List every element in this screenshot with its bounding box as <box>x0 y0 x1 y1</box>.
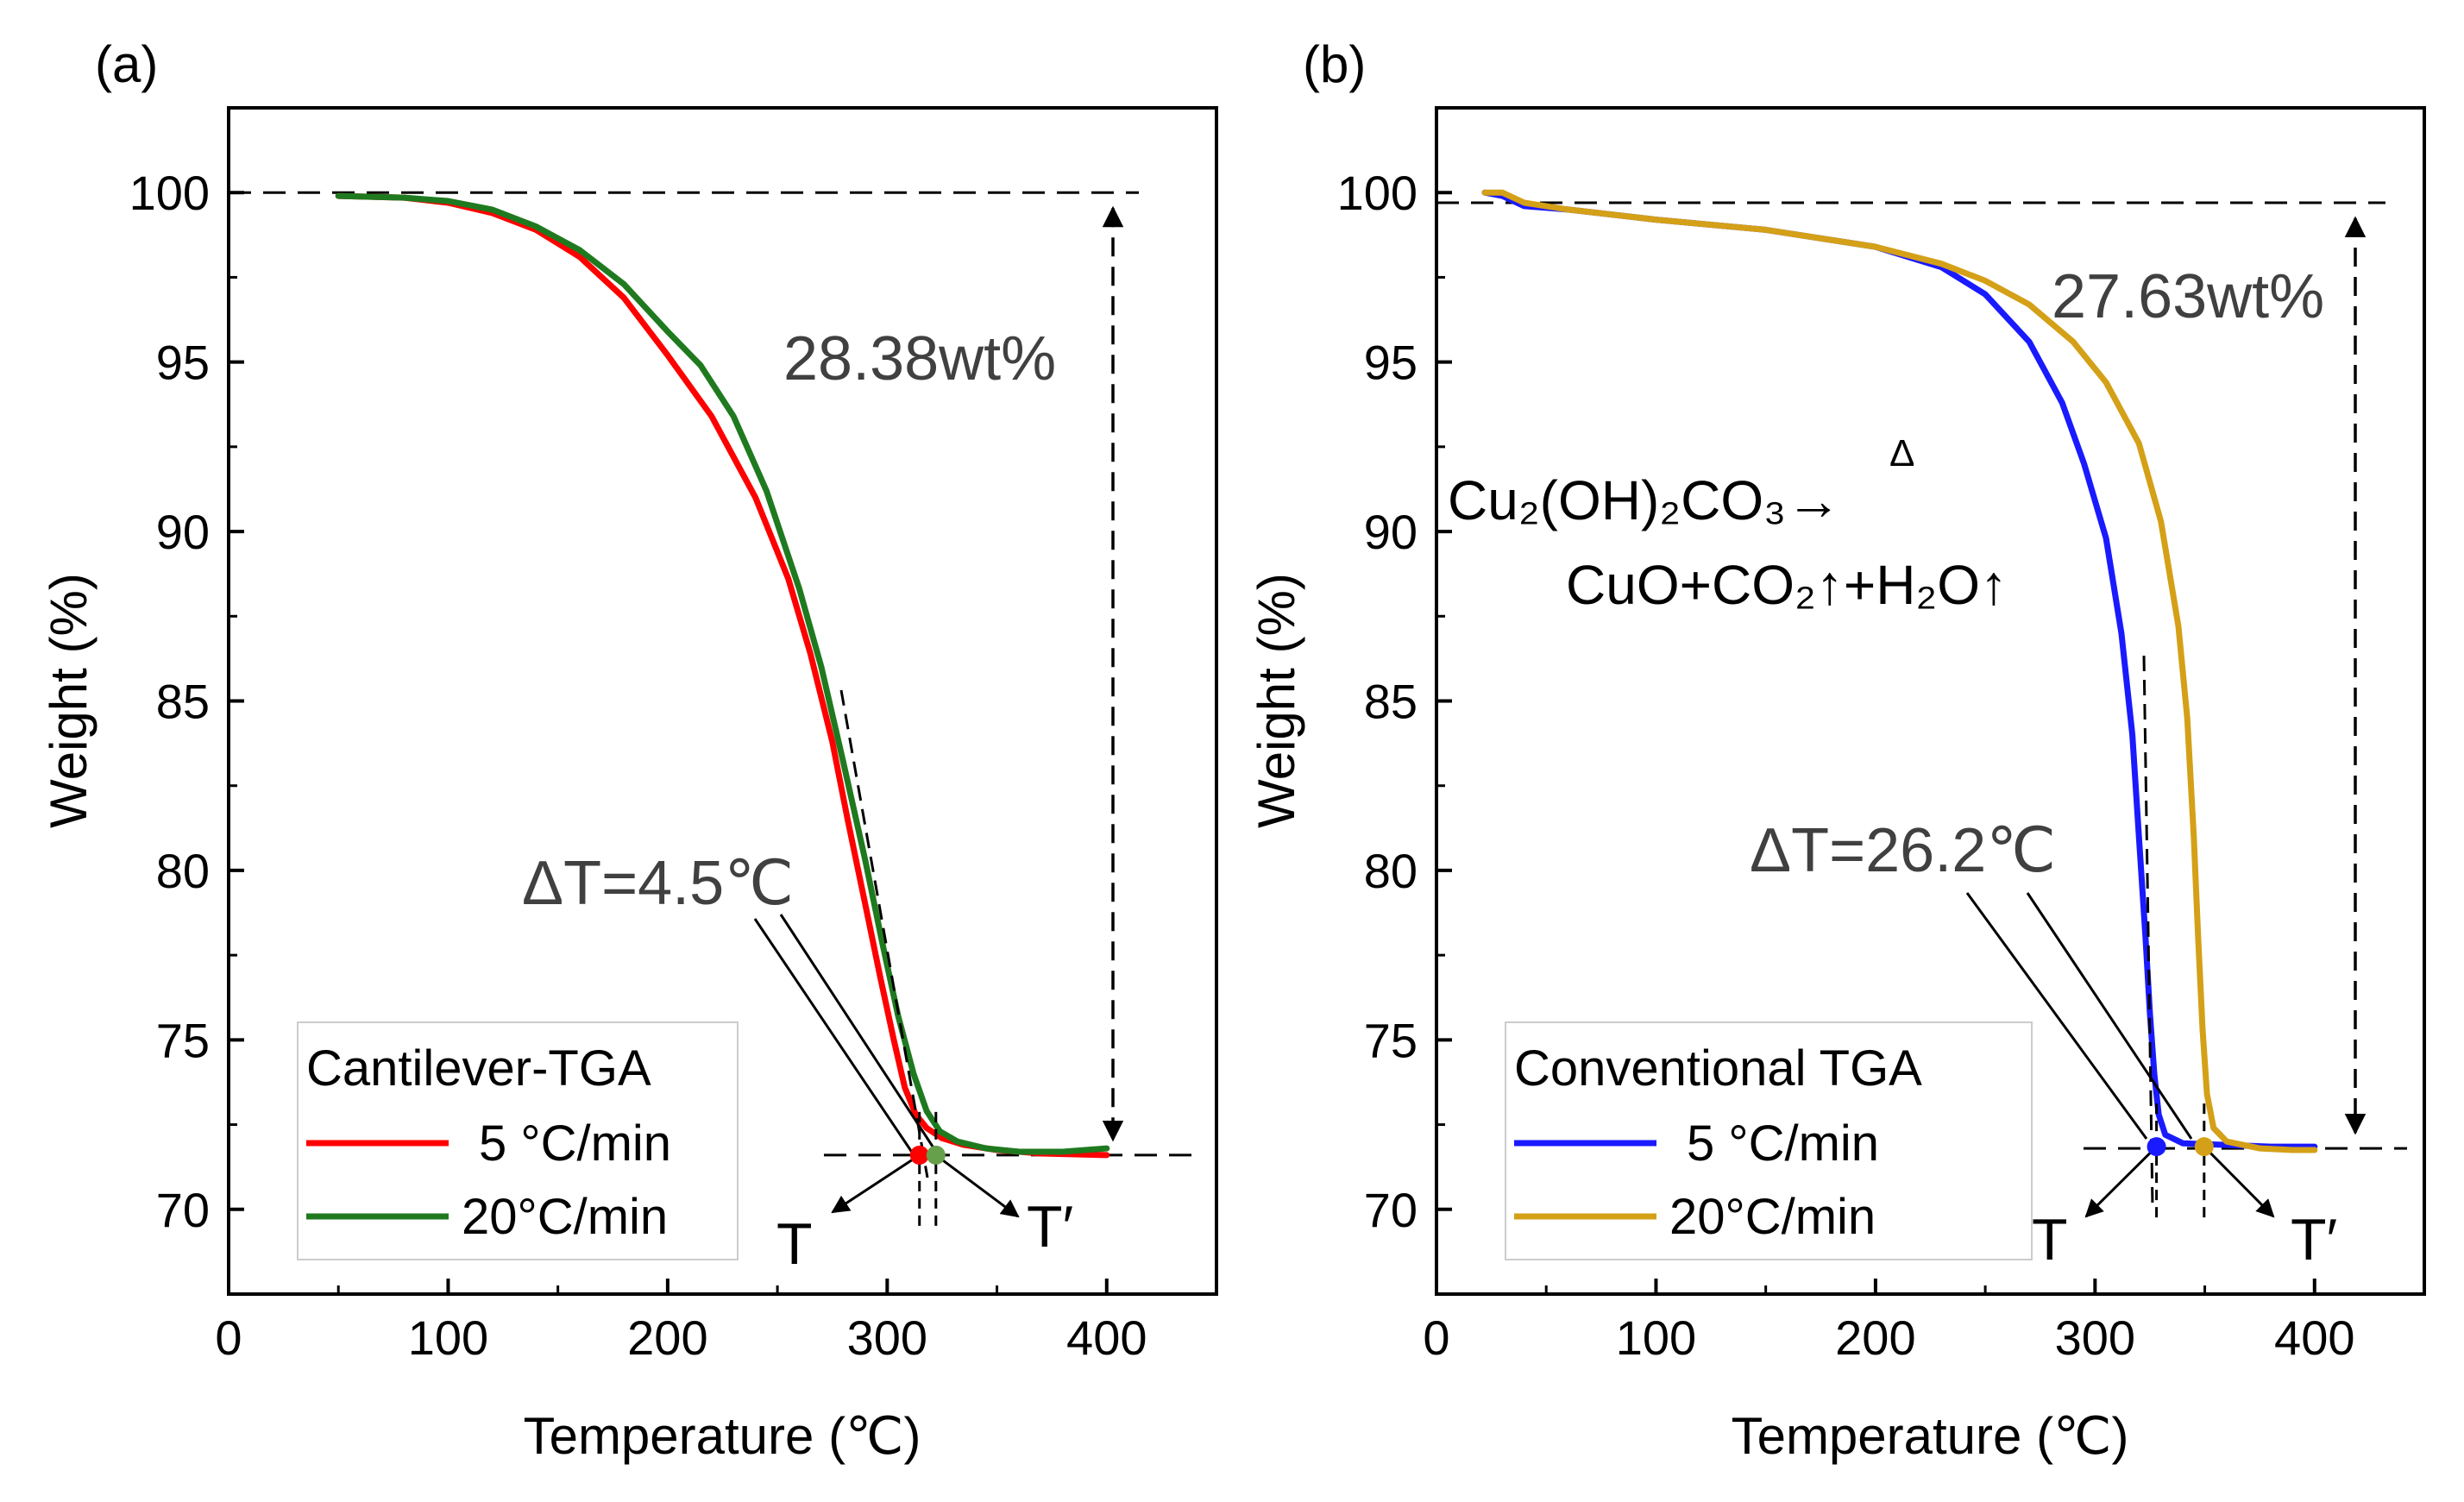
panel-a-y-axis-title: Weight (%) <box>40 573 97 828</box>
panel-a-label: (a) <box>95 35 158 93</box>
panel-a-y-tick-label: 90 <box>156 505 210 559</box>
panel-b-mass-loss-label: 27.63wt% <box>2052 262 2324 331</box>
panel-b-onset-pointer-arrow-0 <box>2084 1146 2158 1218</box>
panel-b-onset-point-0 <box>2147 1137 2166 1157</box>
panel-a-delta-t-leader-0 <box>753 918 916 1157</box>
panel-a-onset-pointer-arrow-1 <box>934 1153 1020 1218</box>
panel-b-label: (b) <box>1303 35 1366 93</box>
panel-a-y-tick-label: 100 <box>129 166 210 220</box>
panel-b-y-tick-label: 75 <box>1364 1013 1417 1067</box>
panel-a-chart: (a) 0 100 200 300 400 70 75 80 85 90 95 100 Tempera… <box>40 35 1218 1465</box>
panel-b-tangent-line <box>2142 655 2154 1209</box>
panel-b-t-label: T <box>2032 1207 2068 1273</box>
panel-a-onset-pointer-arrow-0 <box>831 1153 921 1214</box>
panel-a-y-tick-label: 70 <box>156 1183 210 1237</box>
panel-b-legend: Conventional TGA 5 °C/min 20°C/min <box>1505 1021 2033 1260</box>
panel-b-x-tick-label: 100 <box>1616 1310 1696 1365</box>
panel-a-x-tick-label: 400 <box>1066 1310 1147 1365</box>
panel-b-y-tick-label: 95 <box>1364 336 1417 390</box>
panel-b-legend-label-5: 5 °C/min <box>1687 1116 1879 1172</box>
panel-a-y-tick-label: 75 <box>156 1013 210 1067</box>
panel-a-onset-point-1 <box>926 1145 946 1165</box>
panel-a-onset-point-0 <box>909 1145 929 1165</box>
panel-b-frame <box>1435 106 2426 1296</box>
panel-a-plot-area: 0 100 200 300 400 70 75 80 85 90 95 100 <box>129 166 1195 1365</box>
panel-b-x-tick-label: 300 <box>2055 1310 2135 1365</box>
panel-b-y-axis-title: Weight (%) <box>1248 573 1305 828</box>
panel-a-y-tick-label: 80 <box>156 844 210 898</box>
panel-b-y-tick-label: 85 <box>1364 675 1417 729</box>
panel-b-reaction-line2: CuO+CO₂↑+H₂O↑ <box>1566 554 2008 616</box>
panel-a-tangent-line <box>839 689 929 1178</box>
panel-a-legend: Cantilever-TGA 5 °C/min 20°C/min <box>297 1021 739 1260</box>
panel-b-reaction-line1: Cu₂(OH)₂CO₃→ <box>1448 469 1841 531</box>
panel-b-plot-area: 0 100 200 300 400 70 75 80 85 90 95 100 <box>1337 166 2407 1365</box>
panel-a-x-tick-label: 300 <box>847 1310 927 1365</box>
panel-a-y-tick-label: 85 <box>156 675 210 729</box>
panel-b-y-tick-label: 100 <box>1337 166 1417 220</box>
panel-b-x-axis-title: Temperature (℃) <box>1732 1407 2129 1465</box>
panel-b-y-tick-label: 90 <box>1364 505 1417 559</box>
panel-a-delta-t-leader-1 <box>779 914 938 1153</box>
panel-a-legend-title: Cantilever-TGA <box>306 1040 651 1097</box>
panel-b-y-tick-label: 70 <box>1364 1183 1417 1237</box>
panel-a-y-tick-label: 95 <box>156 336 210 390</box>
panel-b-y-tick-label: 80 <box>1364 844 1417 898</box>
panel-a-legend-label-20: 20°C/min <box>462 1189 668 1245</box>
panel-b-t-prime-label: T′ <box>2291 1207 2337 1273</box>
panel-a-x-tick-label: 0 <box>215 1310 242 1365</box>
panel-a-x-tick-label: 200 <box>627 1310 707 1365</box>
panel-b-delta-t-leader-0 <box>1965 892 2148 1140</box>
panel-b-legend-label-20: 20°C/min <box>1669 1189 1876 1245</box>
panel-b-x-tick-label: 200 <box>1835 1310 1915 1365</box>
panel-a-frame <box>227 106 1218 1296</box>
panel-a-legend-label-5: 5 °C/min <box>479 1116 671 1172</box>
panel-b-legend-title: Conventional TGA <box>1514 1040 1922 1097</box>
panel-a-series-1-line <box>335 192 1110 1155</box>
panel-b-delta-t-label: ΔT=26.2℃ <box>1750 816 2056 885</box>
panel-a-x-axis-title: Temperature (℃) <box>524 1407 921 1465</box>
panel-a-t-label: T <box>776 1211 813 1277</box>
panel-b-x-tick-label: 0 <box>1423 1310 1449 1365</box>
panel-a-mass-loss-label: 28.38wt% <box>783 324 1056 393</box>
panel-b-reaction-heat-symbol: Δ <box>1889 432 1914 474</box>
panel-b-delta-t-leader-1 <box>2026 892 2193 1140</box>
panel-a-x-tick-label: 100 <box>408 1310 488 1365</box>
panel-b-chart: (b) 0 100 200 300 400 70 75 80 85 90 95 100 Tempera… <box>1248 35 2426 1465</box>
panel-a-delta-t-label: ΔT=4.5℃ <box>522 849 794 918</box>
panel-b-x-tick-label: 400 <box>2274 1310 2354 1365</box>
panel-b-onset-point-1 <box>2194 1137 2214 1157</box>
panel-a-t-prime-label: T′ <box>1027 1194 1073 1260</box>
panel-b-onset-pointer-arrow-1 <box>2203 1146 2275 1218</box>
panel-b-series-0-line <box>1481 189 2318 1150</box>
panel-b-series-1-line <box>1481 189 2318 1153</box>
